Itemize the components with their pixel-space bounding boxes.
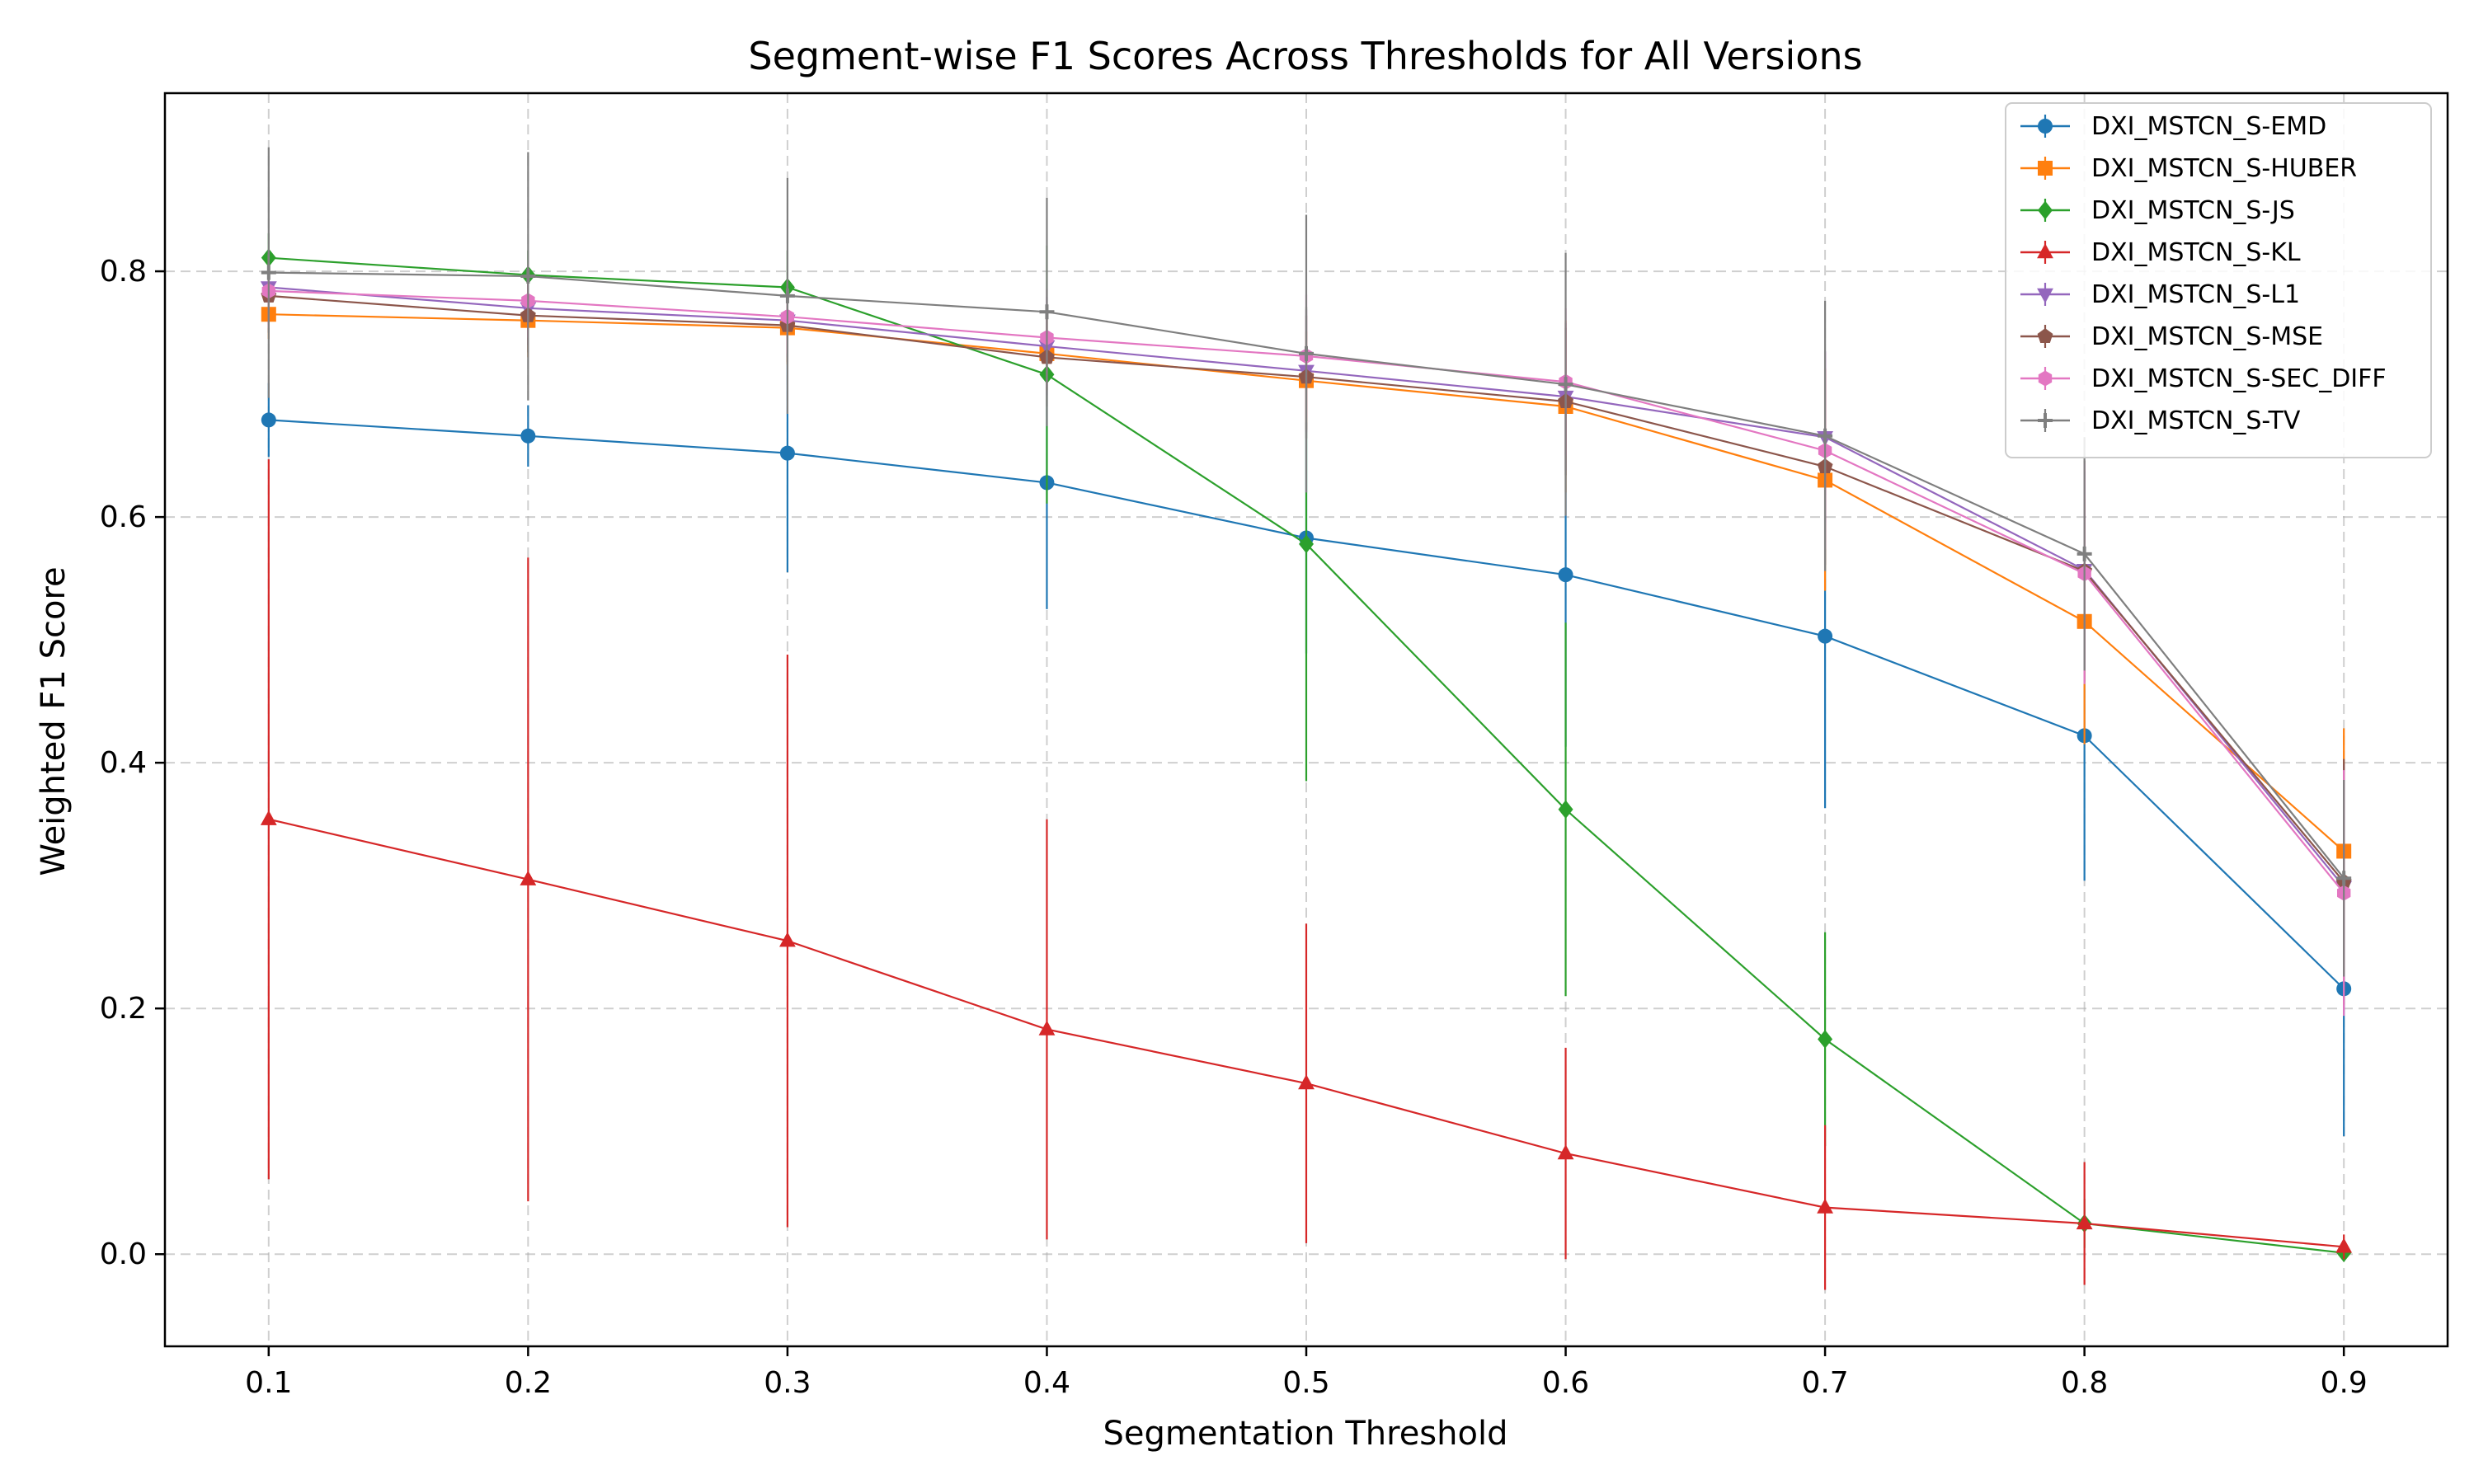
legend-entry: DXI_MSTCN_S-TV <box>2020 406 2301 435</box>
y-tick-label: 0.2 <box>100 992 147 1026</box>
y-tick-label: 0.0 <box>100 1237 147 1271</box>
x-tick-label: 0.6 <box>1542 1366 1589 1400</box>
legend-marker <box>2037 328 2053 344</box>
data-point <box>260 810 277 825</box>
legend: DXI_MSTCN_S-EMD DXI_MSTCN_S-HUBER DXI_MSTC… <box>2005 102 2432 458</box>
data-point <box>520 870 537 885</box>
x-axis-label: Segmentation Threshold <box>1103 1415 1508 1453</box>
data-point <box>1817 1198 1833 1214</box>
series-layer <box>260 147 2353 1290</box>
legend-label: DXI_MSTCN_S-EMD <box>2091 112 2326 141</box>
data-point <box>520 269 536 284</box>
legend-label: DXI_MSTCN_S-KL <box>2091 238 2301 267</box>
legend-marker <box>2038 370 2053 387</box>
x-tick-label: 0.5 <box>1282 1366 1329 1400</box>
data-point <box>1558 800 1573 819</box>
legend-entry: DXI_MSTCN_S-SEC_DIFF <box>2020 364 2387 393</box>
y-tick-label: 0.8 <box>100 255 147 289</box>
data-point <box>2335 1237 2353 1253</box>
legend-label: DXI_MSTCN_S-HUBER <box>2091 154 2357 183</box>
legend-marker <box>2038 119 2053 134</box>
data-point <box>520 428 536 444</box>
legend-box <box>2005 102 2432 458</box>
data-point <box>779 932 796 947</box>
data-point <box>2336 871 2352 886</box>
legend-entry: DXI_MSTCN_S-L1 <box>2020 280 2300 309</box>
data-point <box>779 445 795 461</box>
data-point <box>1558 377 1573 392</box>
legend-marker <box>2037 288 2053 303</box>
data-point <box>2076 1214 2093 1230</box>
legend-label: DXI_MSTCN_S-TV <box>2091 406 2301 435</box>
x-tick-label: 0.1 <box>245 1366 292 1400</box>
legend-marker <box>2037 243 2053 259</box>
legend-marker <box>2038 200 2053 220</box>
legend-entry: DXI_MSTCN_S-HUBER <box>2020 154 2357 183</box>
x-tick-label: 0.2 <box>505 1366 552 1400</box>
x-tick-label: 0.9 <box>2321 1366 2368 1400</box>
data-point <box>1299 345 1314 361</box>
legend-label: DXI_MSTCN_S-SEC_DIFF <box>2091 364 2387 393</box>
data-point <box>1038 1020 1056 1036</box>
legend-label: DXI_MSTCN_S-L1 <box>2091 280 2300 309</box>
data-point <box>261 265 276 280</box>
series-DXI_MSTCN_S-KL <box>260 459 2353 1290</box>
data-point <box>1298 1074 1315 1090</box>
legend-label: DXI_MSTCN_S-JS <box>2091 196 2295 225</box>
chart-title: Segment-wise F1 Scores Across Thresholds… <box>748 34 1862 78</box>
data-point <box>1818 628 1833 644</box>
y-axis-label: Weighted F1 Score <box>35 566 73 876</box>
data-point <box>1299 534 1314 554</box>
legend-marker <box>2038 161 2053 176</box>
x-tick-label: 0.7 <box>1801 1366 1848 1400</box>
legend-entry: DXI_MSTCN_S-MSE <box>2020 322 2323 351</box>
legend-entry: DXI_MSTCN_S-JS <box>2020 196 2295 225</box>
data-point <box>1039 304 1055 320</box>
data-point <box>1557 1144 1574 1160</box>
axis-ticks: 0.1 0.2 0.3 0.4 0.5 0.6 0.7 0.8 0.9 0.0 0.2 0.4 0.6 0… <box>100 255 2368 1400</box>
legend-entry: DXI_MSTCN_S-EMD <box>2020 112 2326 141</box>
data-point <box>261 412 276 428</box>
legend-entry: DXI_MSTCN_S-KL <box>2020 238 2301 267</box>
data-point <box>779 288 795 303</box>
y-tick-label: 0.6 <box>100 500 147 534</box>
data-point <box>2077 546 2092 561</box>
data-point <box>1818 1030 1833 1049</box>
legend-marker <box>2038 413 2053 428</box>
y-tick-label: 0.4 <box>100 746 147 780</box>
x-tick-label: 0.8 <box>2061 1366 2108 1400</box>
legend-label: DXI_MSTCN_S-MSE <box>2091 322 2323 351</box>
x-tick-label: 0.3 <box>764 1366 811 1400</box>
x-tick-label: 0.4 <box>1023 1366 1070 1400</box>
series-DXI_MSTCN_S-TV <box>261 147 2352 977</box>
data-point <box>1818 428 1833 444</box>
data-point <box>1558 567 1573 583</box>
